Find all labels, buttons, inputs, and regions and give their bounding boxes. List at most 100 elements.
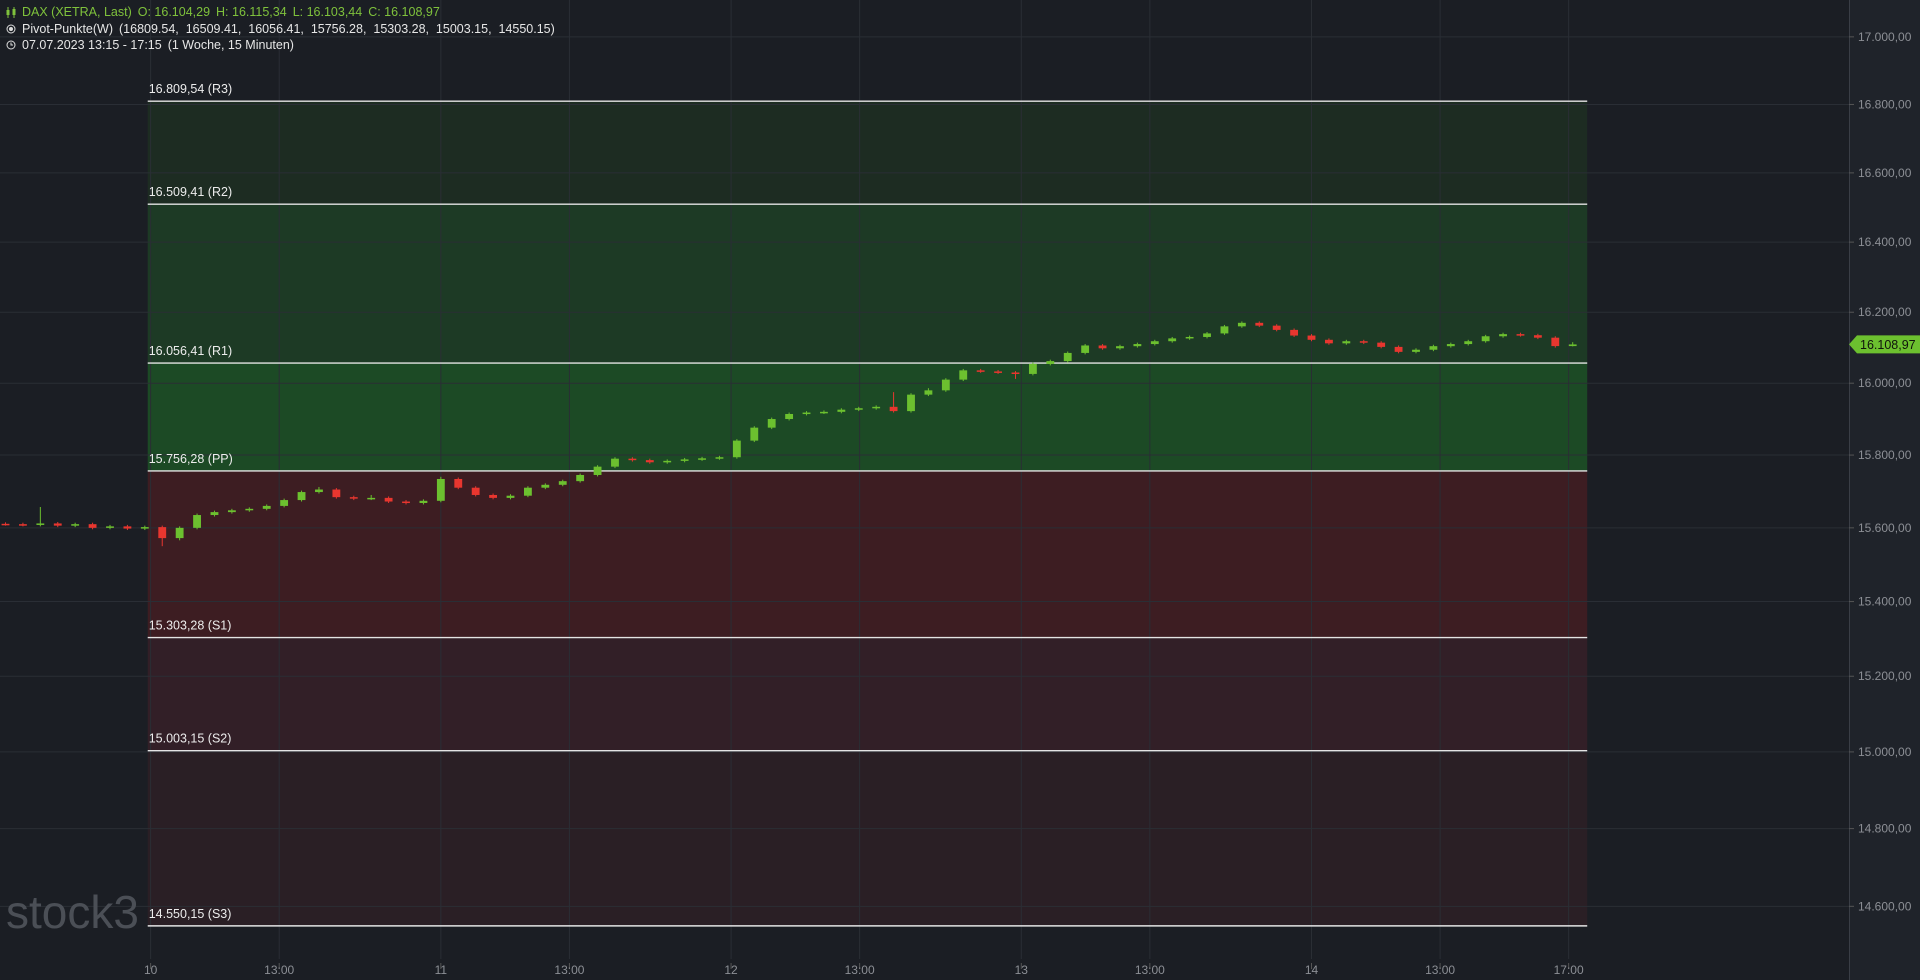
candle-body	[1342, 341, 1351, 344]
candle-body	[1568, 344, 1577, 347]
candle-body	[262, 505, 271, 509]
candle-body	[663, 460, 672, 463]
candle-body	[419, 500, 428, 503]
pivot-zone	[147, 363, 1588, 471]
x-tick-label: 12	[724, 963, 738, 977]
candle-body	[88, 524, 97, 528]
pivot-label: 16.056,41 (R1)	[149, 344, 232, 358]
candle-body	[959, 370, 968, 380]
candle-body	[1412, 349, 1420, 352]
candle-body	[907, 394, 915, 412]
candle-body	[523, 487, 532, 496]
y-tick-label: 15.000,00	[1858, 745, 1912, 759]
candle-body	[1429, 346, 1438, 350]
candle-body	[715, 457, 724, 459]
candle-body	[140, 527, 149, 529]
candle-body	[889, 406, 898, 412]
pivot-label: 15.756,28 (PP)	[149, 452, 233, 466]
candle-body	[123, 526, 132, 529]
x-tick-label: 13:00	[264, 963, 294, 977]
candle-body	[210, 512, 219, 516]
candle-body	[1272, 325, 1281, 330]
candle-body	[1, 523, 10, 526]
ohlc-label: O: 16.104,29	[137, 5, 211, 19]
period: 07.07.2023 13:15 - 17:15	[22, 38, 162, 52]
y-tick-label: 17.000,00	[1858, 30, 1912, 44]
pivot-label: 16.809,54 (R3)	[149, 82, 232, 96]
x-tick-label: 17:00	[1554, 963, 1584, 977]
candle-body	[611, 458, 619, 467]
candle-body	[1516, 334, 1525, 336]
y-tick-label: 16.600,00	[1858, 166, 1912, 180]
pivot-lines: 16.809,54 (R3) 16.509,41 (R2) 16.056,41 (R…	[147, 82, 1588, 927]
y-tick-label: 14.600,00	[1858, 899, 1912, 913]
candle-body	[71, 524, 80, 526]
candle-body	[245, 508, 254, 511]
candle-body	[1394, 346, 1403, 352]
y-tick-label: 16.000,00	[1858, 376, 1912, 390]
candle-body	[628, 458, 637, 461]
candle-body	[402, 501, 410, 504]
candle-body	[436, 478, 445, 501]
candle-body	[854, 408, 863, 410]
candle-body	[872, 406, 881, 409]
pivot-zone	[147, 470, 1588, 638]
candle-body	[837, 409, 846, 412]
candle-body	[1307, 335, 1316, 340]
x-tick-label: 13	[1015, 963, 1029, 977]
header-row: DAX (XETRA, Last) O: 16.104,29 H: 16.115…	[6, 4, 555, 21]
header-row: 07.07.2023 13:15 - 17:15 (1 Woche, 15 Mi…	[6, 37, 555, 54]
candle-body	[19, 524, 27, 526]
x-tick-label: 13:00	[554, 963, 584, 977]
header-row: Pivot-Punkte(W) (16809.54, 16509.41, 160…	[6, 21, 555, 38]
ohlc-label: L: 16.103,44	[292, 5, 363, 19]
candle-body	[454, 478, 463, 488]
x-tick-label: 13:00	[1425, 963, 1455, 977]
candle-body	[1377, 342, 1386, 347]
candles	[1, 321, 1577, 547]
y-tick-label: 15.600,00	[1858, 521, 1912, 535]
last-price-marker	[1849, 335, 1920, 354]
candle-body	[1290, 329, 1299, 336]
y-tick-label: 15.800,00	[1858, 448, 1912, 462]
candle-body	[802, 412, 811, 415]
candle-body	[489, 494, 498, 498]
candle-body	[593, 466, 602, 475]
x-tick-label: 13:00	[1135, 963, 1165, 977]
candle-body	[1464, 341, 1473, 345]
candle-body	[332, 489, 341, 498]
candle-body	[924, 390, 933, 395]
pivot-label: 14.550,15 (S3)	[149, 907, 232, 921]
candle-body	[1220, 326, 1229, 334]
header: DAX (XETRA, Last) O: 16.104,29 H: 16.115…	[6, 4, 555, 54]
candle-body	[1481, 336, 1490, 342]
pivot-label: 15.303,28 (S1)	[149, 619, 232, 633]
candle-body	[750, 427, 759, 441]
candle-body	[1325, 339, 1333, 344]
candle-body	[1551, 337, 1560, 347]
candle-body	[297, 492, 306, 501]
x-tick-label: 10	[144, 963, 158, 977]
candle-body	[349, 497, 358, 499]
watermark: stock3	[6, 886, 139, 938]
pivot-zone	[147, 750, 1588, 926]
candle-body	[1168, 338, 1177, 342]
candle-body	[1011, 372, 1020, 374]
candle-body	[785, 413, 794, 420]
candle-body	[732, 440, 741, 458]
grid	[0, 0, 1849, 959]
y-tick-label: 14.800,00	[1858, 822, 1912, 836]
pivot-label: 15.003,15 (S2)	[149, 732, 232, 746]
y-tick-label: 15.200,00	[1858, 669, 1912, 683]
candle-body	[1116, 346, 1124, 349]
x-tick-label: 14	[1305, 963, 1319, 977]
ohlc-label: C: 16.108,97	[368, 5, 440, 19]
indicator-icon	[6, 24, 16, 34]
y-tick-label: 16.800,00	[1858, 97, 1912, 111]
candle-body	[976, 370, 985, 372]
watermark-layer: stock3	[6, 886, 139, 938]
x-tick-label: 11	[435, 963, 448, 977]
candle-body	[767, 419, 776, 428]
